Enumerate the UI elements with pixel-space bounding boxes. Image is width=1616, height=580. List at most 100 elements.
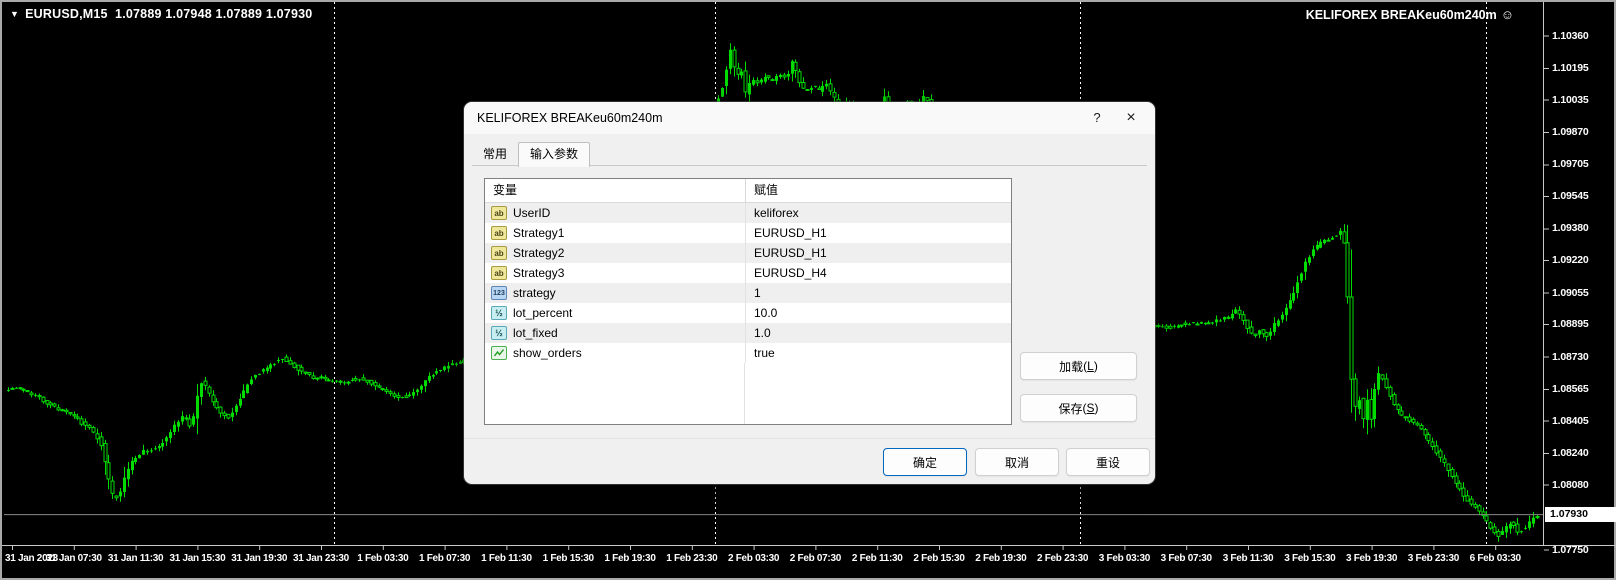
price-tick-label: 1.08895 xyxy=(1552,318,1589,330)
param-value[interactable]: EURUSD_H1 xyxy=(745,243,1011,263)
table-rows: ab UserID keliforex ab Strategy1 EURUSD_H1 ab S… xyxy=(485,203,1011,363)
symbol-ohlc-info[interactable]: ▼ EURUSD,M15 1.07889 1.07948 1.07889 1.07… xyxy=(10,7,312,21)
price-tick-label: 1.07750 xyxy=(1552,543,1589,556)
param-row-lot_fixed[interactable]: ½ lot_fixed 1.0 xyxy=(485,323,1011,343)
time-tick-label: 2 Feb 19:30 xyxy=(975,553,1027,564)
symbol-caret-icon: ▼ xyxy=(10,9,20,19)
time-tick-label: 2 Feb 03:30 xyxy=(728,553,780,564)
price-tick-label: 1.08240 xyxy=(1552,447,1589,459)
time-tick-label: 3 Feb 19:30 xyxy=(1346,553,1398,564)
time-tick-label: 1 Feb 19:30 xyxy=(604,553,656,564)
dialog-tabs: 常用 输入参数 xyxy=(472,142,591,167)
param-row-lot_percent[interactable]: ½ lot_percent 10.0 xyxy=(485,303,1011,323)
price-tick-label: 1.08730 xyxy=(1552,350,1589,363)
param-value[interactable]: EURUSD_H1 xyxy=(745,223,1011,243)
ohlc-values: 1.07889 1.07948 1.07889 1.07930 xyxy=(115,7,313,21)
column-header-variable: 变量 xyxy=(493,183,518,197)
string-param-icon: ab xyxy=(491,206,507,220)
load-button[interactable]: 加载(L) xyxy=(1020,352,1137,380)
param-value[interactable]: keliforex xyxy=(745,203,1011,223)
param-name: Strategy3 xyxy=(513,266,565,280)
column-header-value: 赋值 xyxy=(745,179,1011,202)
save-button[interactable]: 保存(S) xyxy=(1020,394,1137,422)
cancel-button[interactable]: 取消 xyxy=(975,448,1059,476)
param-value[interactable]: 10.0 xyxy=(745,303,1011,323)
dialog-titlebar[interactable]: KELIFOREX BREAKeu60m240m ? × xyxy=(464,102,1155,134)
time-tick-label: 3 Feb 03:30 xyxy=(1098,553,1150,564)
time-tick-label: 6 Feb 03:30 xyxy=(1469,553,1521,564)
ok-button[interactable]: 确定 xyxy=(883,448,967,476)
time-tick-label: 2 Feb 15:30 xyxy=(913,553,965,564)
double-param-icon: ½ xyxy=(491,306,507,320)
parameters-table: 变量 赋值 ab UserID keliforex ab Strategy1 EURUSD… xyxy=(484,178,1012,425)
price-tick-label: 1.08405 xyxy=(1552,414,1589,427)
time-tick-label: 2 Feb 07:30 xyxy=(789,553,841,564)
price-tick-label: 1.09705 xyxy=(1552,158,1589,171)
ea-properties-dialog: KELIFOREX BREAKeu60m240m ? × 常用 输入参数 变量 赋… xyxy=(464,102,1155,484)
param-name: Strategy2 xyxy=(513,246,565,260)
ea-name-label: KELIFOREX BREAKeu60m240m ☺ xyxy=(1306,7,1514,22)
time-tick-label: 2 Feb 11:30 xyxy=(851,553,903,564)
close-icon[interactable]: × xyxy=(1126,109,1136,126)
time-tick-label: 3 Feb 11:30 xyxy=(1222,553,1274,564)
param-row-UserID[interactable]: ab UserID keliforex xyxy=(485,203,1011,223)
tab-1[interactable]: 输入参数 xyxy=(518,142,591,167)
param-row-Strategy3[interactable]: ab Strategy3 EURUSD_H4 xyxy=(485,263,1011,283)
ea-name-text: KELIFOREX BREAKeu60m240m xyxy=(1305,8,1497,22)
price-tick-label: 1.08080 xyxy=(1552,478,1589,491)
footer-divider xyxy=(464,438,1155,439)
time-tick-label: 1 Feb 15:30 xyxy=(542,553,594,564)
param-value[interactable]: 1.0 xyxy=(745,323,1011,343)
price-tick-label: 1.08565 xyxy=(1552,382,1589,395)
param-value[interactable]: 1 xyxy=(745,283,1011,303)
time-tick-label: 1 Feb 03:30 xyxy=(357,553,409,564)
time-tick-label: 3 Feb 15:30 xyxy=(1284,553,1336,564)
tab-0[interactable]: 常用 xyxy=(483,147,508,161)
param-name: show_orders xyxy=(513,346,582,360)
integer-param-icon: 123 xyxy=(491,286,507,300)
param-value[interactable]: EURUSD_H4 xyxy=(745,263,1011,283)
time-tick-label: 1 Feb 07:30 xyxy=(419,553,471,564)
string-param-icon: ab xyxy=(491,246,507,260)
time-tick-label: 31 Jan 11:30 xyxy=(107,553,164,564)
symbol-label: EURUSD,M15 xyxy=(25,7,108,21)
ea-smiley-icon[interactable]: ☺ xyxy=(1500,7,1514,22)
price-tick-label: 1.09055 xyxy=(1552,286,1589,299)
help-button[interactable]: ? xyxy=(1093,110,1101,125)
price-tick-label: 1.10360 xyxy=(1552,29,1589,42)
string-param-icon: ab xyxy=(491,226,507,240)
param-value[interactable]: true xyxy=(745,343,1011,363)
time-tick-label: 31 Jan 23:30 xyxy=(293,553,349,564)
time-tick-label: 31 Jan 2023 xyxy=(5,553,58,564)
param-name: Strategy1 xyxy=(513,226,565,240)
time-tick-label: 3 Feb 23:30 xyxy=(1407,553,1459,564)
price-tick-label: 1.10195 xyxy=(1552,61,1589,74)
param-row-Strategy2[interactable]: ab Strategy2 EURUSD_H1 xyxy=(485,243,1011,263)
price-tick-label: 1.09870 xyxy=(1552,125,1589,138)
param-row-show_orders[interactable]: show_orders true xyxy=(485,343,1011,363)
time-tick-label: 1 Feb 11:30 xyxy=(481,553,532,564)
time-tick-label: 31 Jan 19:30 xyxy=(231,553,288,564)
time-tick-label: 31 Jan 15:30 xyxy=(169,553,226,564)
dialog-title: KELIFOREX BREAKeu60m240m xyxy=(477,111,663,125)
table-empty-area xyxy=(485,363,1011,424)
reset-button[interactable]: 重设 xyxy=(1066,448,1150,476)
price-tick-label: 1.09220 xyxy=(1552,254,1589,266)
param-row-strategy[interactable]: 123 strategy 1 xyxy=(485,283,1011,303)
price-tick-label: 1.09380 xyxy=(1552,222,1589,235)
time-tick-label: 3 Feb 07:30 xyxy=(1160,553,1212,564)
param-name: strategy xyxy=(513,286,556,300)
price-tick-label: 1.09545 xyxy=(1552,190,1589,202)
bool-param-icon xyxy=(491,346,507,360)
table-header-row: 变量 赋值 xyxy=(485,179,1011,203)
double-param-icon: ½ xyxy=(491,326,507,340)
param-row-Strategy1[interactable]: ab Strategy1 EURUSD_H1 xyxy=(485,223,1011,243)
time-tick-label: 1 Feb 23:30 xyxy=(666,553,718,564)
time-tick-label: 2 Feb 23:30 xyxy=(1037,553,1089,564)
price-tick-label: 1.10035 xyxy=(1552,93,1589,106)
param-name: lot_percent xyxy=(513,306,573,320)
tabs-underline xyxy=(472,165,1147,166)
current-price-badge: 1.07930 xyxy=(1545,507,1616,523)
param-name: lot_fixed xyxy=(513,326,558,340)
